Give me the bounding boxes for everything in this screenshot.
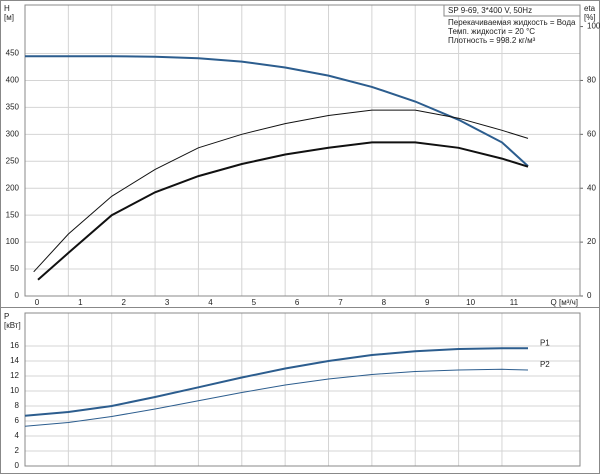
y-tick-label: 100 — [6, 237, 20, 246]
curve — [37, 141, 529, 281]
y-tick-label: 8 — [15, 401, 20, 410]
y-tick-label: 250 — [6, 156, 20, 165]
y-tick-label: 2 — [15, 446, 20, 455]
y-tick-label: 50 — [10, 264, 19, 273]
y2-tick-label: 40 — [587, 183, 596, 192]
y-tick-label: 300 — [6, 129, 20, 138]
plot-frame — [24, 312, 581, 467]
annotation: Перекачиваемая жидкость = Вода — [448, 18, 576, 27]
y-axis-label: P — [4, 312, 9, 321]
y2-tick-label: 0 — [587, 291, 592, 300]
series-label: P1 — [540, 338, 550, 347]
x-tick-label: 2 — [121, 298, 126, 307]
y-axis-label: H — [4, 4, 10, 13]
x-tick-label: 0 — [35, 298, 40, 307]
x-tick-label: 9 — [425, 298, 430, 307]
y-tick-label: 0 — [15, 291, 20, 300]
y-tick-label: 450 — [6, 49, 20, 58]
series-label: P2 — [540, 360, 550, 369]
y-tick-label: 200 — [6, 183, 20, 192]
x-tick-label: 6 — [295, 298, 300, 307]
y-tick-label: 16 — [10, 341, 19, 350]
y-axis-label: [м] — [4, 13, 14, 22]
y2-tick-label: 20 — [587, 237, 596, 246]
curve — [25, 55, 529, 167]
y2-tick-label: 60 — [587, 129, 596, 138]
y2-tick-label: 100 — [587, 22, 600, 31]
y-tick-label: 4 — [15, 431, 20, 440]
x-tick-label: 10 — [466, 298, 475, 307]
y-tick-label: 400 — [6, 76, 20, 85]
x-tick-label: 7 — [338, 298, 343, 307]
x-tick-label: 4 — [208, 298, 213, 307]
x-tick-label: 1 — [78, 298, 83, 307]
y2-tick-label: 80 — [587, 76, 596, 85]
y-tick-label: 12 — [10, 371, 19, 380]
x-tick-label: 3 — [165, 298, 170, 307]
chart-title: SP 9-69, 3*400 V, 50Hz — [448, 6, 532, 15]
curve — [24, 368, 529, 427]
annotation: Плотность = 998.2 кг/м³ — [448, 36, 536, 45]
y-tick-label: 10 — [10, 386, 19, 395]
y-tick-label: 6 — [15, 416, 20, 425]
y-tick-label: 350 — [6, 102, 20, 111]
curve — [33, 109, 529, 273]
x-tick-label: 5 — [252, 298, 257, 307]
x-tick-label: 11 — [510, 298, 519, 307]
annotation: Темп. жидкости = 20 °C — [448, 27, 535, 36]
y2-axis-label: [%] — [584, 13, 596, 22]
x-tick-label: 8 — [382, 298, 387, 307]
y2-axis-label: eta — [584, 4, 596, 13]
y-axis-label: [кВт] — [4, 321, 21, 330]
title-box — [443, 4, 581, 17]
plot-frame — [24, 4, 581, 297]
y-tick-label: 0 — [15, 461, 20, 470]
x-axis-label: Q [м³/ч] — [551, 298, 578, 307]
curve — [24, 347, 528, 417]
y-tick-label: 150 — [6, 210, 20, 219]
y-tick-label: 14 — [10, 356, 19, 365]
